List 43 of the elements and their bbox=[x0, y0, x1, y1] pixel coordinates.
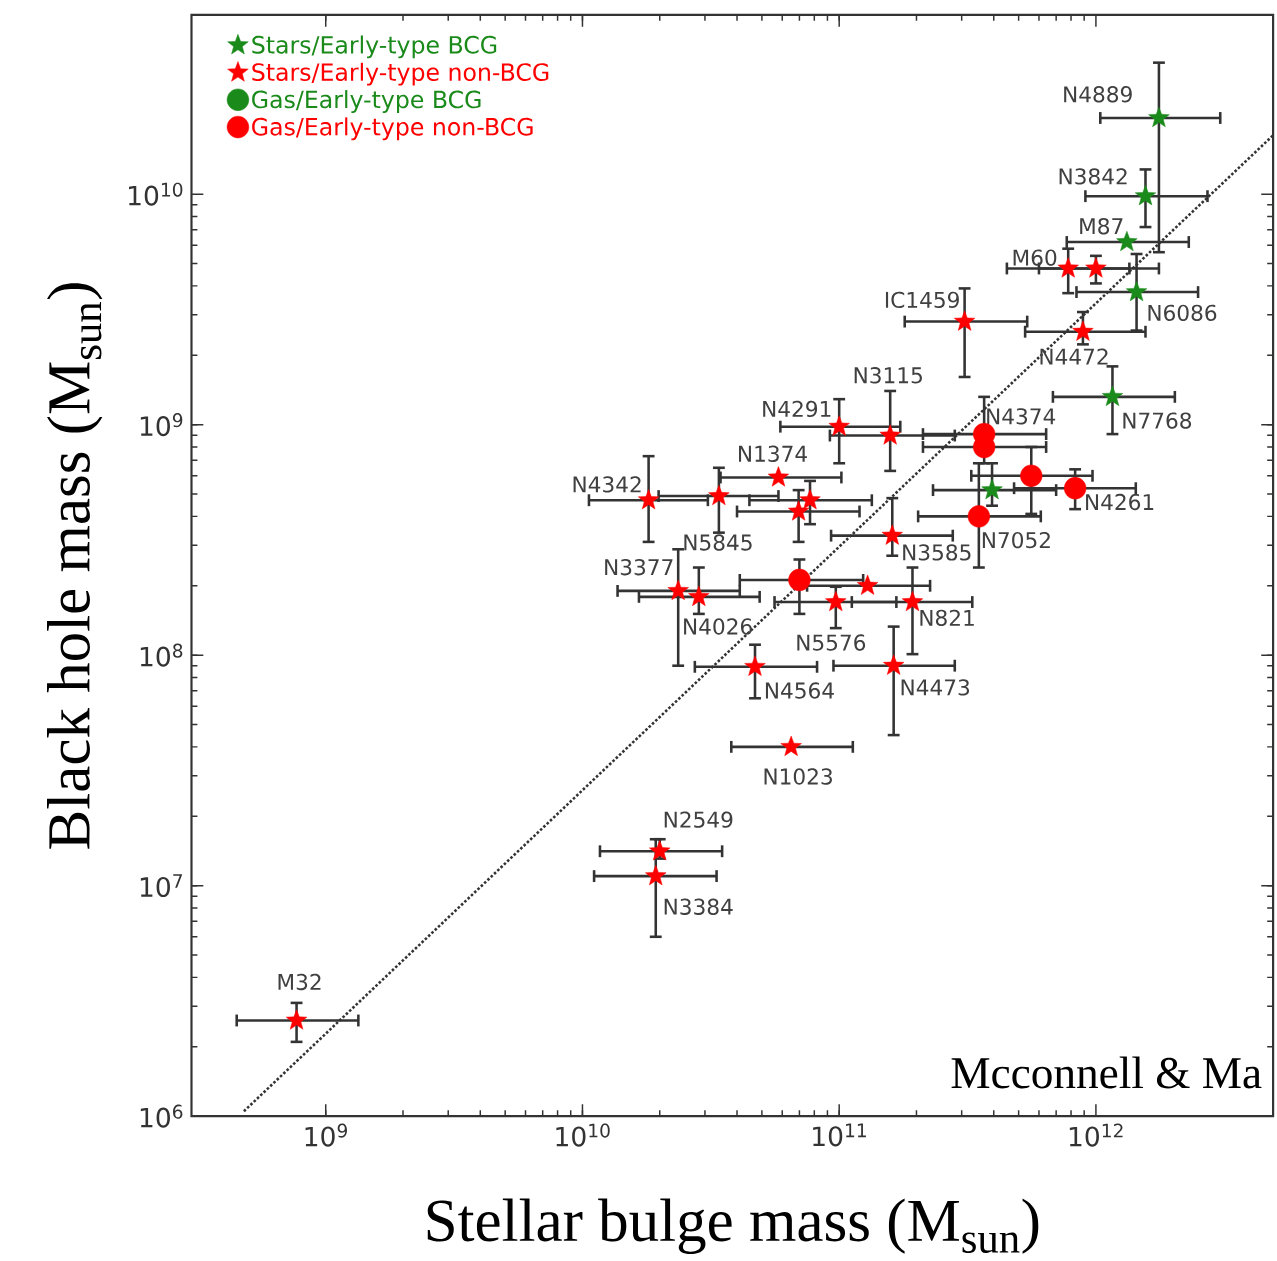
annotation: N4374 bbox=[987, 407, 1056, 425]
y-tick-label: 10$^{6}$ bbox=[140, 1104, 183, 1128]
x-axis-title: Stellar bulge mass (M$_{sun}$) bbox=[427, 1198, 1039, 1254]
x-tick-label: 10$^{9}$ bbox=[305, 1123, 347, 1147]
x-tick-label: 10$^{10}$ bbox=[556, 1123, 610, 1147]
annotation: N1374 bbox=[739, 445, 807, 462]
y-axis-title: Black hole mass (M$_{sun}$) bbox=[47, 283, 103, 849]
annotation: N4564 bbox=[765, 682, 834, 699]
annotation: N6086 bbox=[1148, 304, 1217, 321]
annotation: N4026 bbox=[684, 618, 752, 635]
annotation: N4291 bbox=[763, 400, 831, 417]
annotation: N3585 bbox=[903, 544, 971, 561]
annotation: N7768 bbox=[1123, 412, 1192, 429]
annotation: N3377 bbox=[605, 558, 673, 576]
x-tick-label: 10$^{12}$ bbox=[1069, 1123, 1123, 1147]
annotation: IC1459 bbox=[885, 291, 959, 308]
legend-label: Gas/Early-type non-BCG bbox=[252, 117, 533, 141]
annotation: M32 bbox=[278, 973, 321, 990]
y-tick-label: 10$^{10}$ bbox=[129, 182, 183, 206]
x-tick-label: 10$^{11}$ bbox=[813, 1123, 866, 1147]
annotation: M87 bbox=[1080, 217, 1123, 235]
annotation: N1023 bbox=[764, 768, 832, 785]
legend-label: Gas/Early-type BCG bbox=[252, 89, 481, 113]
annotation: N5576 bbox=[797, 634, 866, 651]
legend-label: Stars/Early-type non-BCG bbox=[252, 62, 549, 86]
annotation: N4472 bbox=[1040, 348, 1108, 365]
y-tick-label: 10$^{9}$ bbox=[140, 412, 183, 436]
annotation: Mcconnell & Ma bbox=[951, 1056, 1262, 1089]
annotation: N4342 bbox=[573, 476, 641, 493]
annotation: N5845 bbox=[684, 534, 752, 551]
annotation: N4261 bbox=[1086, 493, 1154, 511]
annotation: N2549 bbox=[664, 811, 733, 828]
annotation: N4473 bbox=[901, 679, 970, 696]
annotation: N3115 bbox=[854, 366, 922, 384]
legend-label: Stars/Early-type BCG bbox=[252, 35, 497, 59]
annotation: N7052 bbox=[982, 531, 1050, 549]
annotation: N3842 bbox=[1059, 168, 1127, 185]
y-tick-label: 10$^{7}$ bbox=[140, 874, 182, 897]
y-tick-label: 10$^{8}$ bbox=[140, 643, 183, 667]
annotation: N821 bbox=[920, 609, 974, 626]
annotation: N3384 bbox=[664, 898, 733, 915]
annotation: M60 bbox=[1013, 249, 1057, 266]
annotation: N4889 bbox=[1064, 85, 1132, 103]
